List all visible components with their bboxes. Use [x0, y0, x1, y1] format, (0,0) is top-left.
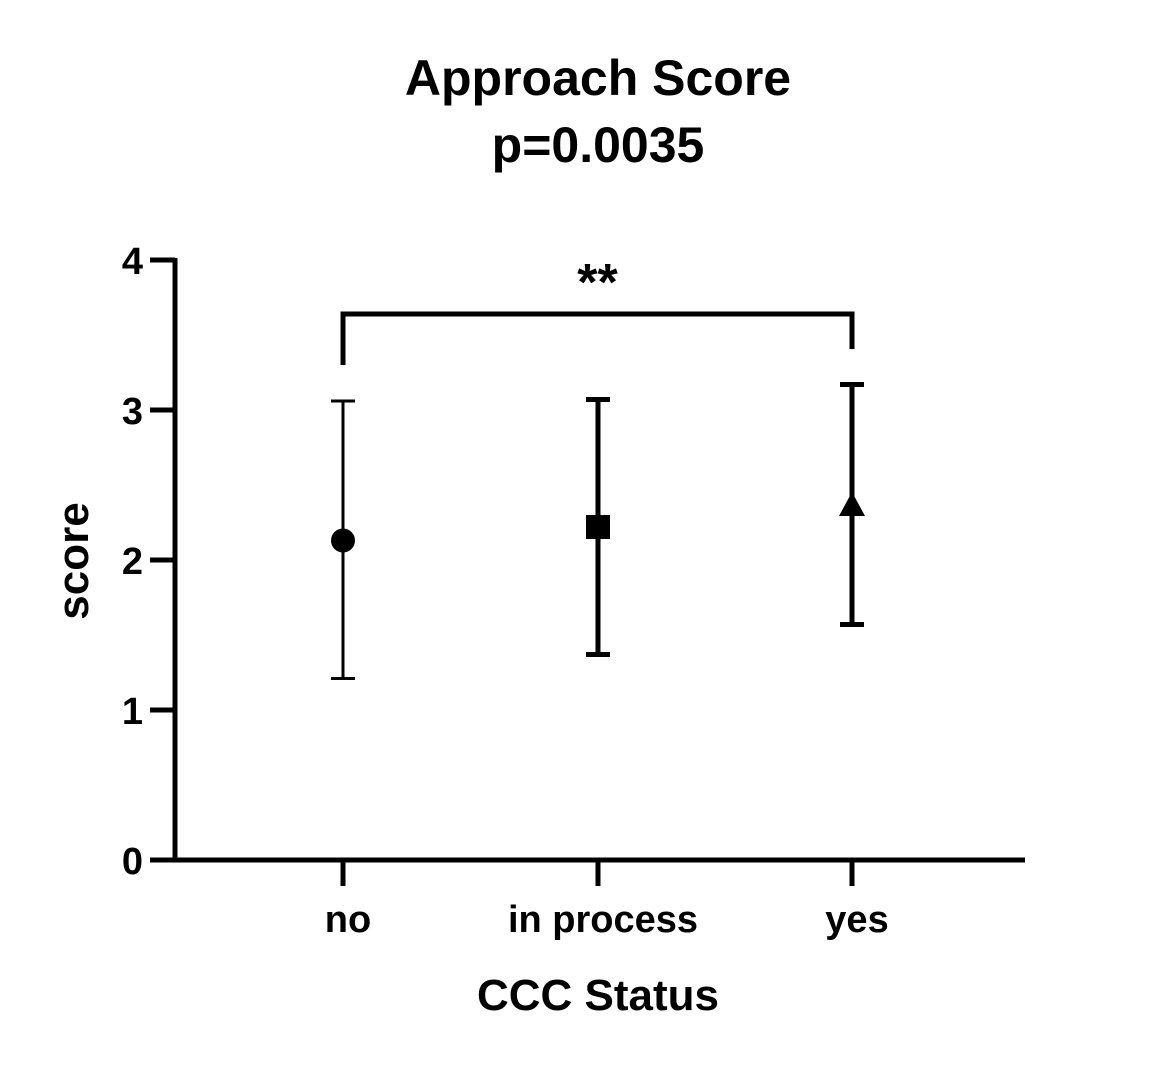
x-tick-label: yes: [825, 899, 888, 941]
y-tick-label: 2: [122, 541, 143, 583]
y-axis-label: score: [49, 502, 98, 619]
x-axis-label: CCC Status: [477, 971, 719, 1020]
y-tick-label: 4: [122, 241, 143, 283]
significance-stars: **: [577, 254, 618, 312]
chart-subtitle: p=0.0035: [492, 117, 705, 173]
triangle-marker: [839, 492, 865, 516]
series-in-process: [586, 397, 610, 657]
x-axis: no in process yes: [173, 857, 1025, 941]
x-tick-label: in process: [508, 899, 698, 941]
series-yes: [839, 382, 865, 627]
circle-marker: [331, 528, 355, 553]
bracket-line: [340, 311, 855, 365]
y-tick-label: 1: [122, 691, 143, 733]
series-no: [331, 399, 355, 680]
y-tick-label: 0: [122, 841, 143, 883]
significance-bracket: **: [340, 254, 855, 365]
data-series: [331, 382, 865, 680]
y-tick-label: 3: [122, 391, 143, 433]
square-marker: [586, 515, 610, 539]
chart-title: Approach Score: [405, 50, 791, 106]
x-tick-label: no: [325, 899, 371, 941]
y-axis: 0 1 2 3 4: [122, 241, 178, 883]
